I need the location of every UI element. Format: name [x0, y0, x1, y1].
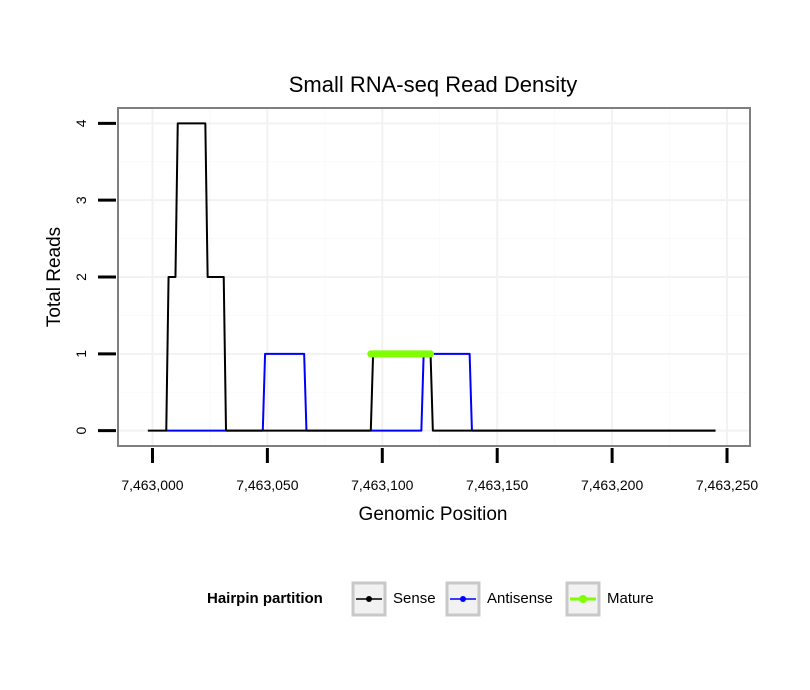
- chart-title: Small RNA-seq Read Density: [289, 72, 578, 97]
- legend-label: Sense: [393, 590, 436, 607]
- legend: Hairpin partition Sense Antisense Mature: [207, 581, 654, 617]
- y-axis-title: Total Reads: [44, 227, 65, 327]
- x-tick-label: 7,463,200: [581, 477, 643, 493]
- legend-key-point: [579, 595, 587, 603]
- y-tick-label: 0: [73, 427, 89, 435]
- y-tick-label: 2: [73, 273, 89, 281]
- y-tick-label: 4: [73, 119, 89, 127]
- legend-item-mature: Mature: [565, 581, 654, 617]
- legend-key-point: [460, 596, 466, 602]
- axes: 7,463,000 7,463,050 7,463,100 7,463,150 7,46…: [73, 119, 758, 493]
- legend-key-point: [366, 596, 372, 602]
- x-tick-label: 7,463,250: [696, 477, 758, 493]
- legend-title: Hairpin partition: [207, 590, 323, 607]
- series-lines: [147, 122, 716, 432]
- legend-item-antisense: Antisense: [445, 581, 553, 617]
- legend-label: Antisense: [487, 590, 553, 607]
- x-tick-label: 7,463,050: [236, 477, 298, 493]
- y-tick-label: 1: [73, 350, 89, 358]
- x-tick-label: 7,463,150: [466, 477, 528, 493]
- x-tick-label: 7,463,100: [351, 477, 413, 493]
- plot-panel-border: [117, 107, 751, 447]
- y-tick-label: 3: [73, 196, 89, 204]
- x-axis-title: Genomic Position: [359, 504, 508, 525]
- legend-label: Mature: [607, 590, 654, 607]
- series-line-antisense: [166, 352, 716, 432]
- legend-item-sense: Sense: [351, 581, 436, 617]
- x-tick-label: 7,463,000: [121, 477, 183, 493]
